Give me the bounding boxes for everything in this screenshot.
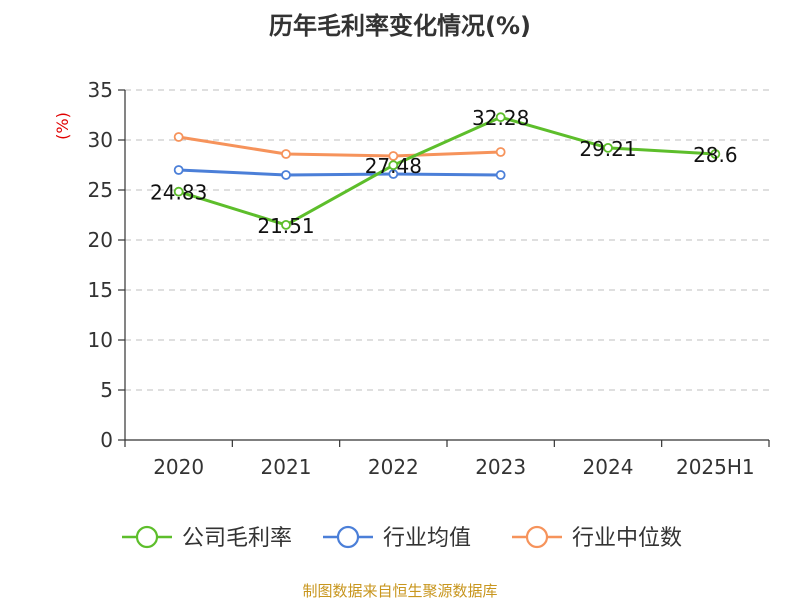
legend-marker-1 (336, 525, 360, 549)
series-line-2 (178, 135, 501, 158)
series-point (495, 112, 506, 123)
axes: 0 5 10 15 20 25 30 35 2020 2021 2022 2023 2024 2025H1 (88, 78, 770, 479)
y-tick-label: 15 (88, 278, 113, 302)
x-tick-label: 2022 (368, 455, 419, 479)
y-tick-label: 10 (88, 328, 113, 352)
legend-label-0: 公司毛利率 (182, 526, 292, 551)
series-point (388, 151, 399, 161)
series-point (281, 149, 291, 159)
x-tick-label: 2025H1 (676, 455, 755, 479)
source-note: 制图数据来自恒生聚源数据库 (302, 582, 497, 600)
data-labels: 24.83 21.51 27.48 32.28 29.21 28.6 (150, 106, 738, 238)
legend: 公司毛利率 行业均值 行业中位数 (122, 525, 682, 551)
series-point (281, 219, 291, 230)
x-tick-label: 2020 (153, 455, 204, 479)
y-tick-label: 5 (100, 378, 113, 402)
legend-marker-2 (525, 525, 549, 549)
x-tick-label: 2024 (583, 455, 634, 479)
series-point (388, 160, 399, 171)
chart-title: 历年毛利率变化情况(%) (269, 12, 531, 40)
data-label: 29.21 (579, 137, 636, 161)
series-point (173, 186, 184, 197)
series-point (710, 149, 721, 159)
series-point (173, 165, 184, 175)
y-tick-label: 0 (100, 428, 113, 452)
legend-label-2: 行业中位数 (572, 526, 682, 551)
series-point (495, 170, 506, 180)
grid (125, 89, 769, 391)
legend-marker-0 (135, 525, 159, 549)
series-lines (173, 112, 721, 230)
y-axis-label: (%) (53, 112, 72, 140)
series-line-1 (178, 168, 501, 177)
y-tick-label: 25 (88, 178, 113, 202)
data-label: 27.48 (365, 154, 422, 178)
x-tick-label: 2023 (475, 455, 526, 479)
series-line-0 (178, 115, 716, 227)
series-point (603, 142, 613, 153)
x-tick-label: 2021 (261, 455, 312, 479)
series-point (281, 170, 291, 180)
series-point (495, 147, 506, 157)
y-tick-label: 30 (88, 128, 113, 152)
series-point (173, 132, 184, 142)
data-label: 21.51 (257, 214, 314, 238)
data-label: 28.6 (693, 143, 738, 167)
y-tick-label: 35 (88, 78, 113, 102)
data-label: 24.83 (150, 181, 207, 205)
legend-label-1: 行业均值 (383, 526, 471, 551)
y-tick-label: 20 (88, 228, 113, 252)
data-label: 32.28 (472, 106, 529, 130)
